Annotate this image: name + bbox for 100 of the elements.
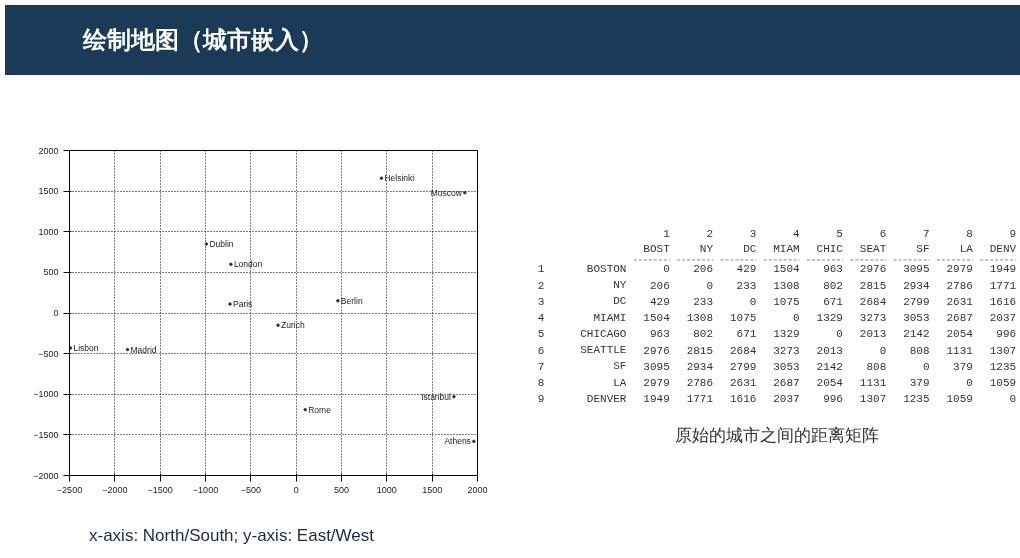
data-label: 2786 [946, 279, 973, 292]
data-label: 1308 [686, 312, 714, 325]
data-label: 3095 [643, 360, 670, 373]
data-label: 1616 [729, 393, 757, 406]
y-tick-label: CHICAGO [580, 327, 627, 340]
y-tick-label: NY [613, 279, 627, 292]
data-label: 2799 [729, 360, 757, 373]
point [276, 323, 280, 327]
data-label: 0 [663, 263, 670, 276]
x-tick-label: 4 MIAM [773, 227, 801, 256]
data-label: 2815 [859, 279, 887, 292]
data-label: 671 [736, 328, 757, 341]
data-label: 2037 [989, 312, 1017, 325]
y-tick-label: 500 [43, 267, 59, 278]
x-tick-label: −1500 [147, 484, 173, 495]
annotation: Paris [232, 299, 253, 310]
x-tick-label: 5 CHIC [816, 227, 844, 256]
x-tick-label: 3 DC [743, 227, 757, 256]
data-label: 2976 [859, 263, 887, 276]
annotation: Helsinki [384, 173, 415, 184]
y-tick-label: DC [613, 295, 627, 308]
point [229, 262, 233, 266]
y2-tick-label: 2 [537, 279, 545, 292]
y2-tick-label: 6 [537, 344, 545, 357]
data-label: 0 [836, 328, 843, 341]
data-label: 2684 [729, 344, 757, 357]
y-tick-label: SEATTLE [580, 344, 627, 357]
y-tick-label: LA [613, 376, 627, 389]
data-label: 429 [736, 263, 757, 276]
data-label: 2687 [773, 377, 800, 390]
data-label: 1616 [989, 295, 1017, 308]
y-tick-label: DENVER [586, 392, 627, 405]
data-label: 808 [909, 344, 930, 357]
data-label: 0 [879, 344, 887, 357]
point [336, 299, 340, 303]
text: 原始的城市之间的距离矩阵 [674, 424, 879, 447]
data-label: 233 [693, 295, 714, 308]
data-label: 3273 [773, 344, 800, 357]
data-label: 1235 [903, 393, 930, 406]
y-tick-label: −500 [38, 348, 59, 359]
x-tick-label: −2500 [56, 484, 83, 495]
point [472, 439, 476, 444]
data-label: 2037 [773, 393, 800, 406]
point [125, 347, 130, 352]
y2-tick-label: 5 [537, 328, 545, 341]
x-tick-label: 9 DENV [989, 227, 1017, 256]
data-label: 2054 [946, 328, 974, 341]
annotation: Athens [444, 436, 471, 447]
data-label: 2631 [729, 377, 757, 390]
data-label: 996 [823, 393, 843, 406]
annotation: Berlin [340, 295, 363, 306]
point [452, 394, 456, 399]
data-label: 2815 [686, 344, 714, 357]
x-tick-label: 2000 [467, 484, 488, 495]
x-tick-label: 6 SEAT [859, 227, 887, 256]
data-label: 1308 [773, 279, 800, 292]
data-label: 802 [693, 328, 714, 341]
data-label: 233 [736, 279, 757, 292]
y-tick-label: −1000 [33, 389, 59, 400]
data-label: 2631 [946, 295, 974, 308]
y2-tick-label: 7 [537, 360, 545, 373]
point [228, 302, 232, 306]
data-label: 2687 [946, 312, 973, 325]
y-tick-label: 1500 [38, 186, 59, 197]
data-label: 1059 [946, 393, 973, 406]
data-label: 1131 [946, 344, 974, 357]
data-label: 206 [649, 279, 670, 292]
data-label: 963 [649, 328, 670, 341]
data-label: 2979 [643, 377, 670, 390]
y2-tick-label: 1 [537, 263, 545, 276]
data-label: 1504 [773, 263, 801, 276]
data-label: 2934 [686, 360, 714, 373]
data-label: 2054 [816, 377, 844, 390]
x-tick-label: 1 BOST [643, 227, 671, 256]
data-label: 1131 [859, 377, 887, 390]
annotation: Rome [308, 404, 332, 415]
data-label: 2799 [903, 295, 930, 308]
data-label: 2979 [946, 263, 973, 276]
chart-title: 绘制地图（城市嵌入） [81, 25, 323, 56]
data-label: 808 [866, 360, 887, 373]
data-label: 2013 [816, 344, 843, 357]
data-label: 1235 [989, 360, 1017, 373]
data-label: 1307 [859, 393, 887, 406]
y2-tick-label: 9 [537, 393, 545, 406]
x-tick-label: 1000 [376, 484, 397, 495]
data-label: 2934 [903, 279, 930, 292]
data-label: 1771 [686, 393, 714, 406]
data-label: 2013 [859, 328, 887, 341]
annotation: Madrid [130, 344, 157, 355]
data-label: 1949 [643, 393, 670, 406]
data-label: 429 [649, 295, 670, 308]
data-label: 1329 [816, 312, 843, 325]
x-tick-label: −2000 [102, 484, 128, 495]
annotation: Zurich [281, 320, 305, 331]
x-tick-label: 2 NY [699, 227, 714, 256]
annotation: Lisbon [73, 342, 99, 353]
data-label: 0 [922, 360, 930, 373]
x-tick-label: −1000 [192, 484, 219, 495]
data-label: 3053 [773, 360, 800, 373]
y-tick-label: BOSTON [586, 262, 627, 275]
